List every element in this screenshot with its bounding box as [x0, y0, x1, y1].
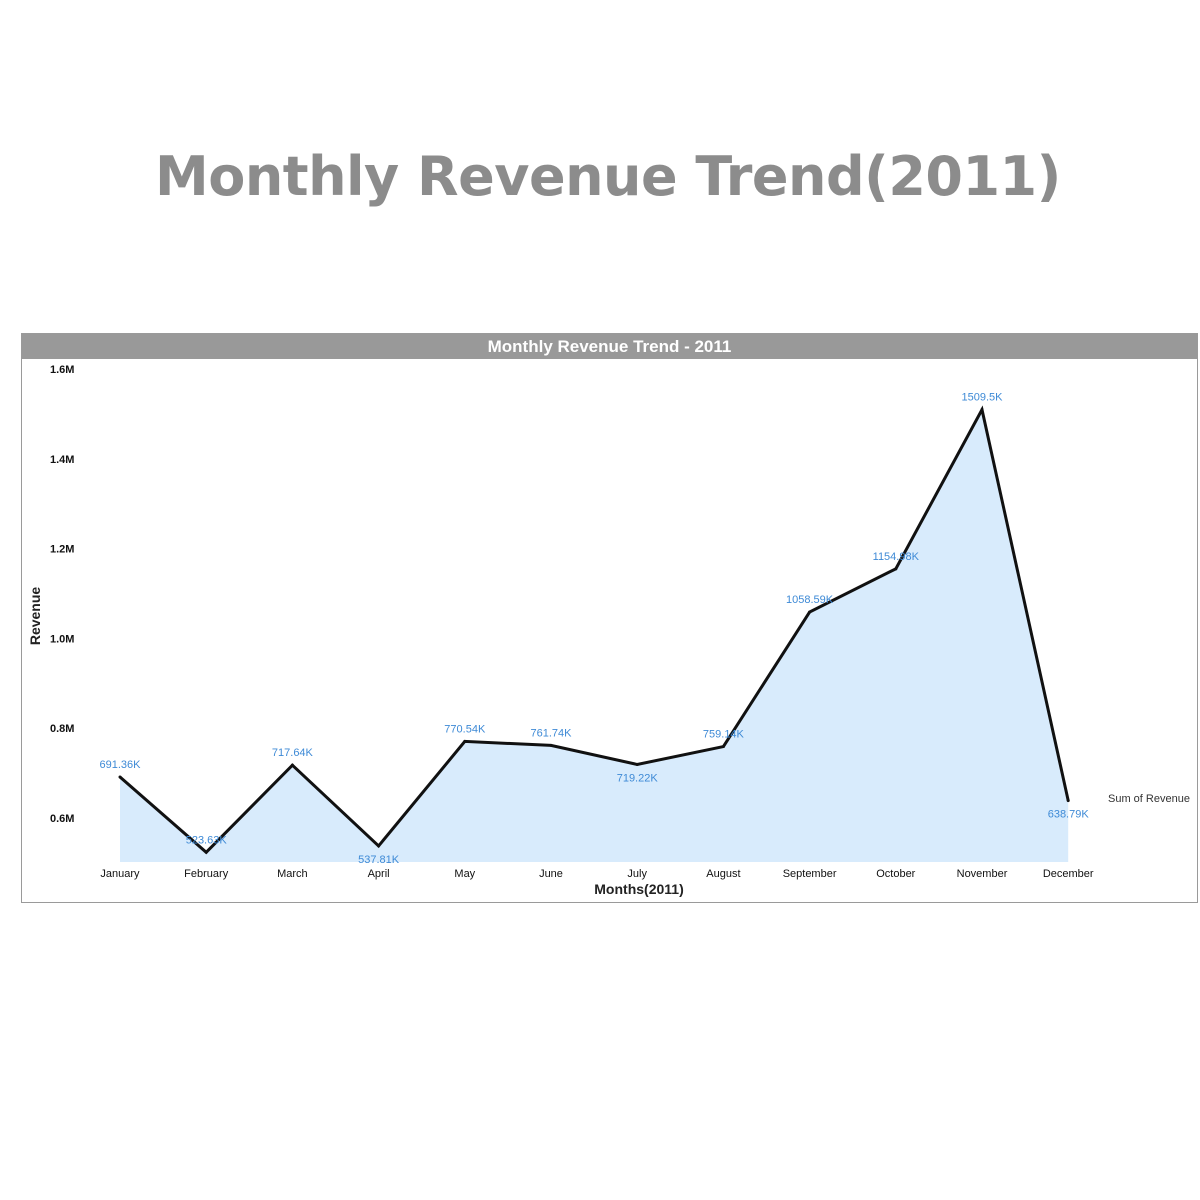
data-point [1066, 799, 1070, 803]
revenue-area-chart: 0.6M 0.8M 1.0M 1.2M 1.4M 1.6M January February M… [27, 364, 1190, 897]
series-line [119, 405, 1070, 855]
y-tick-label: 1.0M [50, 633, 74, 645]
data-point [721, 745, 725, 749]
x-tick-label: March [277, 868, 308, 880]
x-tick-label: May [454, 868, 475, 880]
y-tick-label: 1.2M [50, 544, 74, 556]
data-label: 717.64K [272, 747, 314, 759]
chart-title: Monthly Revenue Trend - 2011 [22, 334, 1197, 359]
x-axis-title: Months(2011) [594, 881, 683, 897]
data-point [204, 850, 208, 854]
data-point [549, 743, 553, 747]
y-tick-label: 1.4M [50, 454, 74, 466]
x-tick-label: April [368, 868, 390, 880]
data-label: 719.22K [617, 772, 659, 784]
data-point [894, 567, 898, 571]
data-point [118, 775, 122, 779]
x-tick-label: November [957, 868, 1008, 880]
data-point [635, 762, 639, 766]
x-tick-label: August [706, 868, 740, 880]
data-point [808, 610, 812, 614]
x-tick-label: June [539, 868, 563, 880]
x-tick-label: February [184, 868, 229, 880]
y-tick-label: 0.6M [50, 813, 74, 825]
data-label: 1154.98K [873, 551, 920, 563]
y-axis-title: Revenue [27, 587, 43, 646]
data-label: 1058.59K [786, 594, 834, 606]
data-point [290, 763, 294, 767]
legend-entry: Sum of Revenue [1108, 793, 1190, 805]
data-label: 537.81K [358, 854, 400, 866]
x-tick-label: September [783, 868, 837, 880]
data-label: 759.14K [703, 729, 745, 741]
data-label: 691.36K [100, 759, 142, 771]
page-title: Monthly Revenue Trend(2011) [155, 145, 1061, 208]
x-tick-label: July [627, 868, 647, 880]
data-point [463, 739, 467, 743]
x-tick-label: December [1043, 868, 1094, 880]
data-point [377, 844, 381, 848]
data-label: 523.63K [186, 834, 228, 846]
series-area [120, 409, 1069, 862]
y-tick-label: 1.6M [50, 364, 74, 376]
data-label: 770.54K [444, 723, 486, 735]
data-point [980, 408, 984, 412]
x-tick-label: January [100, 868, 140, 880]
data-label: 761.74K [531, 727, 573, 739]
x-tick-label: October [876, 868, 915, 880]
chart-panel: Monthly Revenue Trend - 2011 0.6M 0.8M 1.0… [21, 333, 1198, 903]
y-tick-label: 0.8M [50, 723, 74, 735]
data-label: 638.79K [1048, 809, 1090, 821]
data-label: 1509.5K [962, 392, 1004, 404]
